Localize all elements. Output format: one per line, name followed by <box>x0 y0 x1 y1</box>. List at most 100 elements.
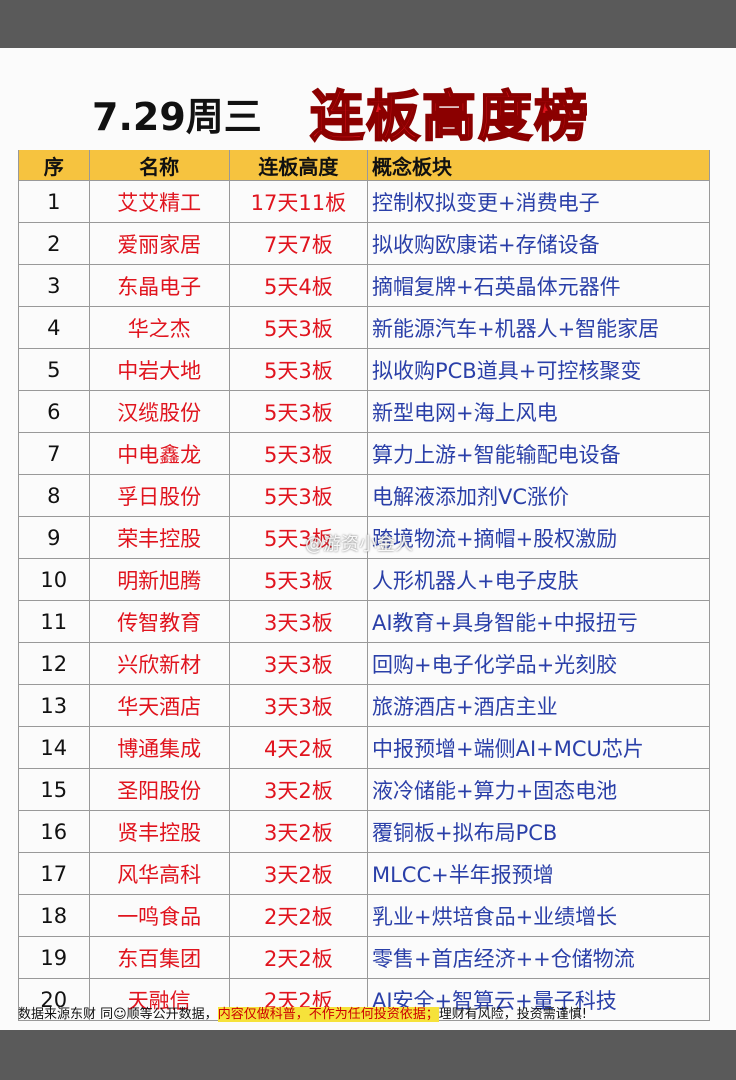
rank: 8 <box>18 475 90 516</box>
streak: 5天4板 <box>230 265 368 306</box>
source: 数据来源东财 同☺顺等公开数据， <box>18 1007 218 1022</box>
column-header: 概念板块 <box>368 150 711 180</box>
concept: 摘帽复牌+石英晶体元器件 <box>368 265 711 306</box>
column-header: 连板高度 <box>230 150 368 180</box>
rank: 18 <box>18 895 90 936</box>
table-row: 14 博通集成 4天2板 中报预增+端侧AI+MCU芯片 <box>18 727 711 769</box>
stock-name: 传智教育 <box>90 601 230 642</box>
stock-name: 圣阳股份 <box>90 769 230 810</box>
streak: 3天3板 <box>230 685 368 726</box>
table-row: 15 圣阳股份 3天2板 液冷储能+算力+固态电池 <box>18 769 711 811</box>
concept: AI教育+具身智能+中报扭亏 <box>368 601 711 642</box>
concept: 控制权拟变更+消费电子 <box>368 181 711 222</box>
rank: 10 <box>18 559 90 600</box>
header-row: 序名称 连板高度 概念板块 <box>18 150 711 181</box>
stock-name: 一鸣食品 <box>90 895 230 936</box>
concept: 旅游酒店+酒店主业 <box>368 685 711 726</box>
table-row: 8 孚日股份 5天3板 电解液添加剂VC涨价 <box>18 475 711 517</box>
table-row: 1 艾艾精工 17天11板 控制权拟变更+消费电子 <box>18 181 711 223</box>
table-row: 9 荣丰控股 5天3板 跨境物流+摘帽+股权激励 <box>18 517 711 559</box>
rank: 12 <box>18 643 90 684</box>
rank: 11 <box>18 601 90 642</box>
rank: 4 <box>18 307 90 348</box>
concept: 拟收购PCB道具+可控核聚变 <box>368 349 711 390</box>
sheet <box>0 48 736 1030</box>
stock-name: 风华高科 <box>90 853 230 894</box>
stock-name: 明新旭腾 <box>90 559 230 600</box>
risk: 理财有风险，投资需谨慎! <box>438 1007 587 1022</box>
streak: 17天11板 <box>230 181 368 222</box>
stock-name: 东百集团 <box>90 937 230 978</box>
rank: 2 <box>18 223 90 264</box>
table-row: 11 传智教育 3天3板 AI教育+具身智能+中报扭亏 <box>18 601 711 643</box>
stock-name: 天融信 <box>90 979 230 1020</box>
streak: 5天3板 <box>230 391 368 432</box>
table-row: 3 东晶电子 5天4板 摘帽复牌+石英晶体元器件 <box>18 265 711 307</box>
rank: 20 <box>18 979 90 1020</box>
concept: 人形机器人+电子皮肤 <box>368 559 711 600</box>
stock-name: 孚日股份 <box>90 475 230 516</box>
stock-name: 艾艾精工 <box>90 181 230 222</box>
stock-name: 东晶电子 <box>90 265 230 306</box>
table-row: 10 明新旭腾 5天3板 人形机器人+电子皮肤 <box>18 559 711 601</box>
stock-name: 中电鑫龙 <box>90 433 230 474</box>
concept: 新能源汽车+机器人+智能家居 <box>368 307 711 348</box>
concept: 电解液添加剂VC涨价 <box>368 475 711 516</box>
rank: 15 <box>18 769 90 810</box>
stock-name: 华天酒店 <box>90 685 230 726</box>
date: 7.29周三 <box>92 95 262 139</box>
concept: 覆铜板+拟布局PCB <box>368 811 711 852</box>
streak: 3天3板 <box>230 643 368 684</box>
table-row: 4 华之杰 5天3板 新能源汽车+机器人+智能家居 <box>18 307 711 349</box>
stock-name: 华之杰 <box>90 307 230 348</box>
stock-name: 贤丰控股 <box>90 811 230 852</box>
streak: 3天2板 <box>230 769 368 810</box>
concept: 零售+首店经济++仓储物流 <box>368 937 711 978</box>
table: 序名称 连板高度 概念板块 1 艾艾精工 17天11板 控制权拟变更+消费电子 2 爱丽家居 7天… <box>18 150 711 1021</box>
streak: 3天2板 <box>230 811 368 852</box>
rank: 19 <box>18 937 90 978</box>
table-row: 7 中电鑫龙 5天3板 算力上游+智能输配电设备 <box>18 433 711 475</box>
concept: 乳业+烘培食品+业绩增长 <box>368 895 711 936</box>
streak: 5天3板 <box>230 433 368 474</box>
table-row: 18 一鸣食品 2天2板 乳业+烘培食品+业绩增长 <box>18 895 711 937</box>
stock-name: 中岩大地 <box>90 349 230 390</box>
streak: 5天3板 <box>230 559 368 600</box>
concept: 回购+电子化学品+光刻胶 <box>368 643 711 684</box>
streak: 2天2板 <box>230 937 368 978</box>
rank: 7 <box>18 433 90 474</box>
table-row: 5 中岩大地 5天3板 拟收购PCB道具+可控核聚变 <box>18 349 711 391</box>
concept: 算力上游+智能输配电设备 <box>368 433 711 474</box>
rank: 5 <box>18 349 90 390</box>
column-header: 序 <box>18 150 90 180</box>
streak: 7天7板 <box>230 223 368 264</box>
concept: 中报预增+端侧AI+MCU芯片 <box>368 727 711 768</box>
concept: 拟收购欧康诺+存储设备 <box>368 223 711 264</box>
streak: 5天3板 <box>230 349 368 390</box>
title: 连板高度榜 <box>309 84 590 149</box>
rank: 3 <box>18 265 90 306</box>
table-row: 12 兴欣新材 3天3板 回购+电子化学品+光刻胶 <box>18 643 711 685</box>
streak: 4天2板 <box>230 727 368 768</box>
concept: 跨境物流+摘帽+股权激励 <box>368 517 711 558</box>
rank: 16 <box>18 811 90 852</box>
rank: 13 <box>18 685 90 726</box>
concept: 新型电网+海上风电 <box>368 391 711 432</box>
notice: 内容仅做科普，不作为任何投资依据； <box>217 1007 439 1022</box>
rank: 6 <box>18 391 90 432</box>
rank: 9 <box>18 517 90 558</box>
watermark: @游资小金人 <box>305 534 413 555</box>
concept: MLCC+半年报预增 <box>368 853 711 894</box>
streak: 5天3板 <box>230 307 368 348</box>
streak: 5天3板 <box>230 475 368 516</box>
stock-name: 汉缆股份 <box>90 391 230 432</box>
concept: 液冷储能+算力+固态电池 <box>368 769 711 810</box>
table-row: 17 风华高科 3天2板 MLCC+半年报预增 <box>18 853 711 895</box>
streak: 3天2板 <box>230 853 368 894</box>
table-row: 13 华天酒店 3天3板 旅游酒店+酒店主业 <box>18 685 711 727</box>
stock-name: 爱丽家居 <box>90 223 230 264</box>
rank: 17 <box>18 853 90 894</box>
footer: 数据来源东财 同☺顺等公开数据，内容仅做科普，不作为任何投资依据；理财有风险，投… <box>18 1003 587 1022</box>
streak: 5天3板 <box>230 517 368 558</box>
